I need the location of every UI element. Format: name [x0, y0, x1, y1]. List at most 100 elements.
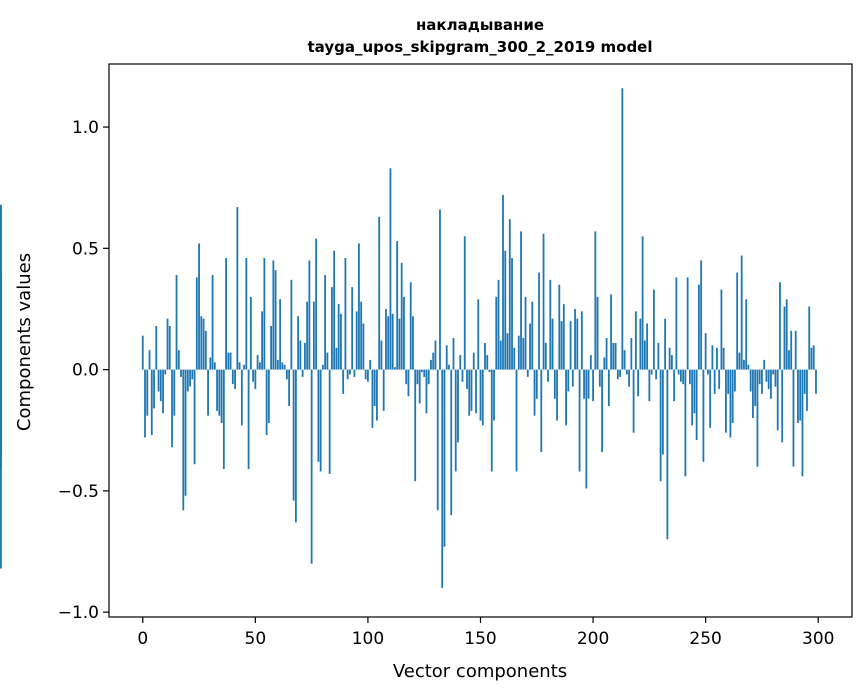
bar	[583, 369, 585, 399]
bar	[589, 355, 592, 370]
bar	[592, 369, 594, 402]
bar	[614, 342, 617, 370]
bar	[670, 355, 673, 370]
bar	[301, 369, 304, 377]
bar	[695, 369, 698, 440]
bar	[679, 369, 682, 382]
bar	[189, 369, 191, 387]
bar	[234, 369, 236, 390]
bar	[166, 318, 169, 370]
bar	[767, 369, 770, 390]
bar	[702, 369, 705, 462]
bar	[529, 323, 531, 370]
bar	[155, 325, 158, 370]
bar	[222, 369, 225, 470]
bar	[355, 311, 358, 370]
bar	[761, 369, 763, 394]
bar	[538, 272, 540, 370]
bar	[596, 296, 599, 370]
bar	[598, 369, 601, 387]
bar	[396, 241, 399, 370]
bar	[470, 369, 473, 411]
bar	[594, 231, 597, 370]
bar	[754, 369, 757, 406]
y-tick-label: 0.0	[72, 361, 99, 381]
bar	[785, 299, 788, 370]
bar	[481, 369, 484, 426]
bar	[740, 255, 743, 370]
bar	[252, 369, 254, 382]
bar	[493, 369, 495, 421]
bar	[362, 323, 365, 370]
bar	[745, 299, 748, 370]
bar	[720, 289, 723, 370]
bar	[763, 359, 766, 370]
bar	[783, 306, 786, 370]
bar	[267, 369, 270, 423]
bar	[299, 340, 302, 370]
bar	[477, 299, 480, 370]
bar	[524, 296, 527, 370]
bar	[220, 369, 223, 423]
x-tick-label: 100	[352, 629, 384, 649]
bar	[497, 279, 500, 370]
bar	[808, 306, 811, 370]
bar	[211, 275, 214, 370]
bar	[297, 316, 300, 370]
bar	[736, 272, 739, 370]
bar	[369, 359, 372, 370]
bar	[734, 369, 736, 392]
bar	[306, 301, 309, 370]
bar	[276, 359, 279, 370]
bar	[387, 316, 390, 370]
bar	[0, 369, 2, 569]
bar	[263, 258, 266, 370]
bar	[394, 367, 396, 370]
bar	[213, 362, 216, 370]
bar	[639, 318, 642, 370]
bar	[303, 342, 306, 370]
bar	[463, 236, 466, 370]
bar	[686, 277, 689, 370]
bar	[752, 369, 754, 419]
bar	[141, 335, 144, 370]
bar	[193, 369, 196, 465]
y-axis-label: Components values	[14, 253, 35, 431]
bar	[506, 333, 509, 370]
bar	[421, 369, 423, 373]
bar	[797, 369, 799, 423]
bar	[630, 338, 633, 370]
bar	[175, 275, 178, 370]
bar	[779, 282, 781, 370]
bar	[378, 216, 381, 370]
bar	[812, 345, 815, 370]
bar	[389, 168, 392, 370]
bar	[240, 369, 243, 426]
bar	[157, 369, 160, 392]
bar	[317, 369, 320, 462]
bar	[711, 345, 714, 370]
bar	[799, 369, 802, 421]
bar	[664, 318, 667, 370]
bar	[612, 342, 615, 370]
bar	[292, 369, 295, 501]
bar	[531, 301, 534, 370]
bar	[520, 231, 522, 370]
bar	[688, 369, 691, 385]
bar	[508, 219, 511, 370]
bar	[153, 369, 155, 409]
bar	[716, 347, 718, 370]
bar	[544, 342, 547, 370]
bar	[472, 352, 475, 370]
bar	[601, 369, 603, 453]
bar	[540, 369, 543, 453]
bar	[558, 284, 561, 370]
bar	[707, 369, 709, 375]
bar	[810, 347, 813, 370]
bar	[704, 333, 707, 370]
bar	[567, 369, 570, 392]
bar	[385, 308, 387, 370]
bar	[146, 369, 149, 416]
